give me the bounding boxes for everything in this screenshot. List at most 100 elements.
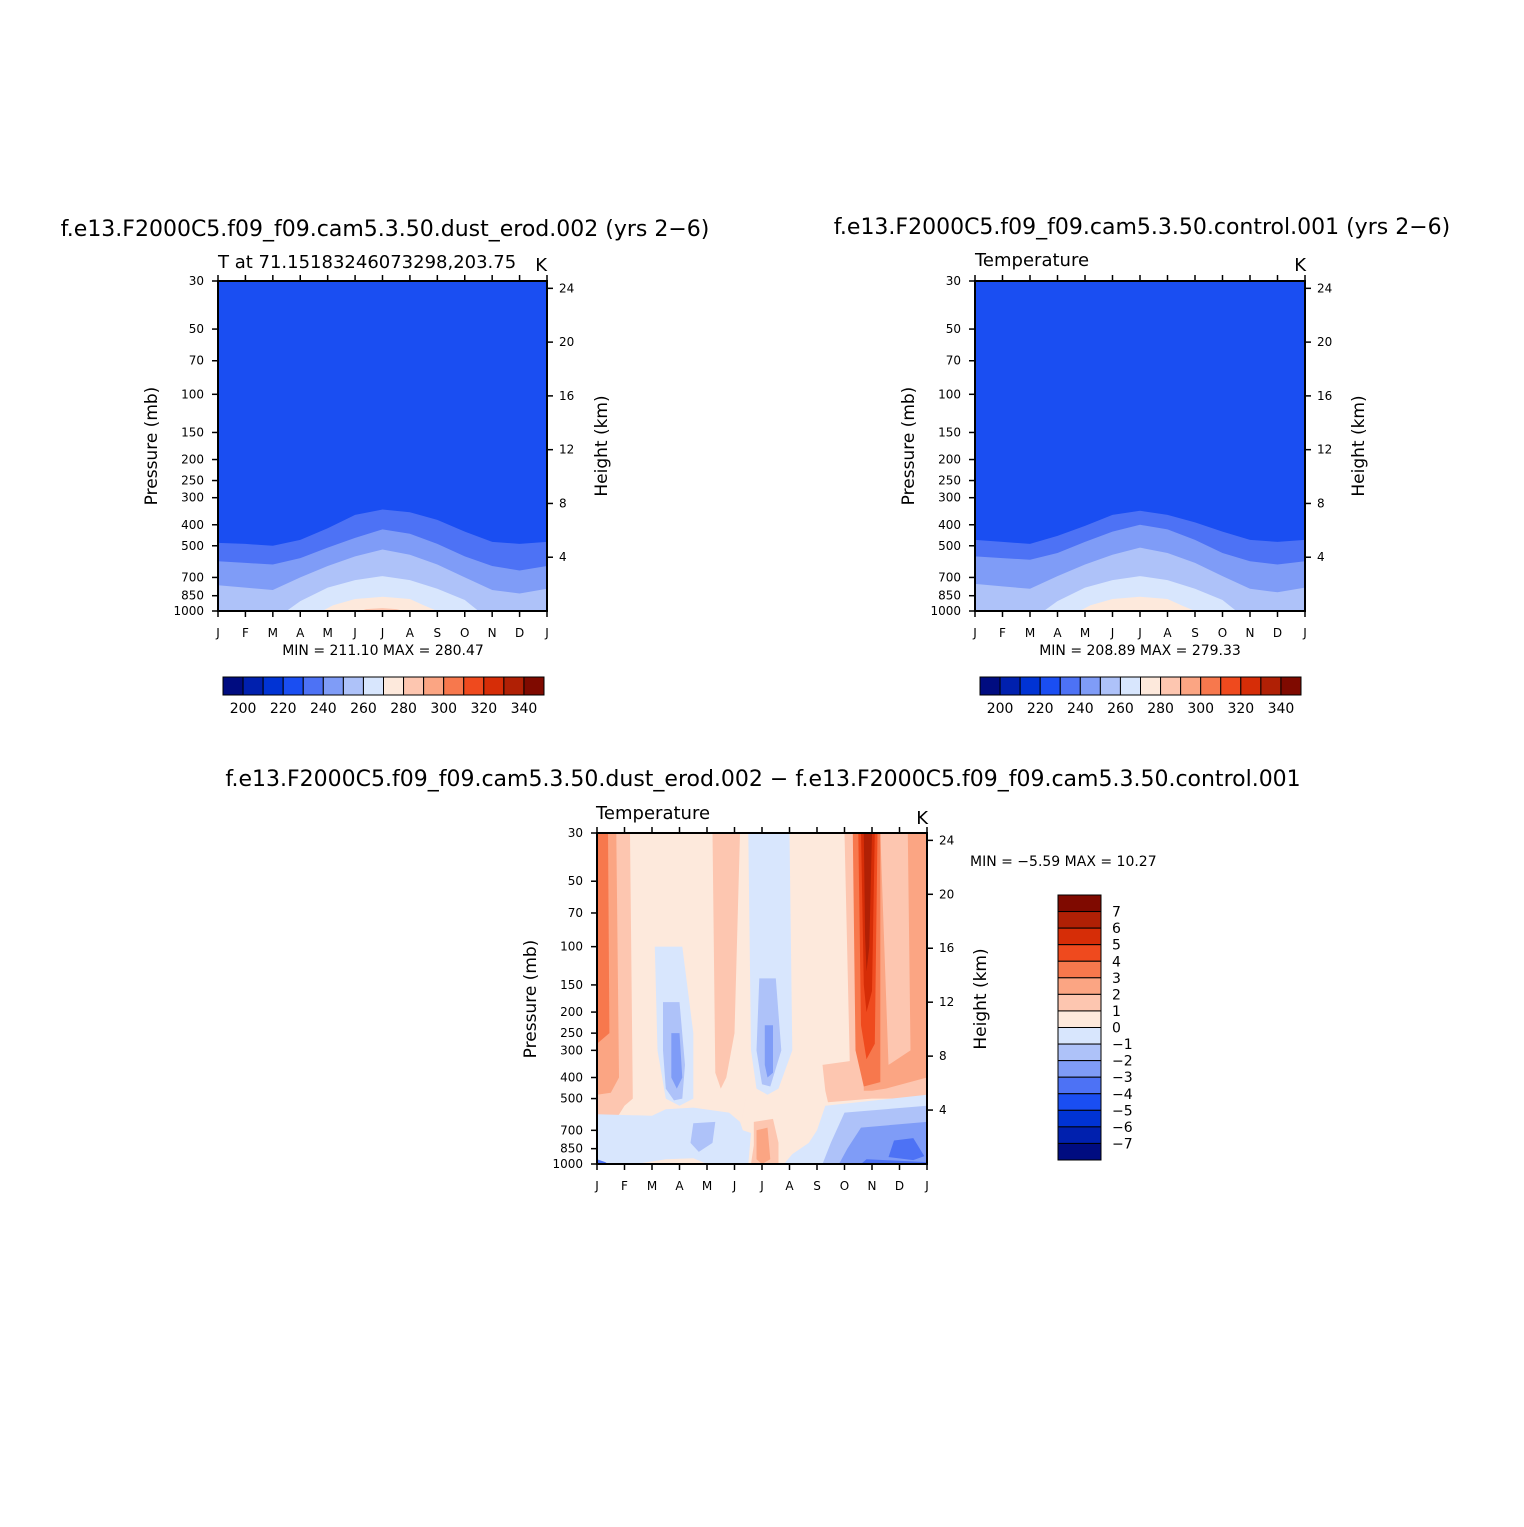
contour-band — [975, 576, 1305, 611]
contour-band — [671, 1033, 683, 1089]
colorbar-swatch — [302, 676, 324, 696]
colorbar-swatch — [383, 676, 405, 696]
x-tick-label: N — [488, 626, 497, 640]
colorbar-label: 240 — [310, 701, 337, 717]
colorbar-swatch — [1260, 676, 1282, 696]
x-tick-label: F — [621, 1179, 628, 1193]
panel1-plot: J F M A M J J A S O N D J 30 50 70 100 150 200 250 300 400 500… — [173, 274, 574, 640]
contour-band — [756, 1127, 771, 1164]
y-right-tick-label: 12 — [559, 443, 574, 457]
panel2-units: K — [1294, 255, 1307, 276]
x-tick-label: J — [924, 1179, 929, 1193]
colorbar-label: 4 — [1112, 954, 1121, 970]
x-tick-label: A — [1163, 626, 1172, 640]
panel3-title: f.e13.F2000C5.f09_f09.cam5.3.50.dust_ero… — [225, 767, 1300, 792]
colorbar-swatch — [1180, 676, 1202, 696]
panel3-stats: MIN = −5.59 MAX = 10.27 — [970, 854, 1157, 870]
y-right-tick-label: 8 — [559, 496, 567, 510]
colorbar-swatch — [262, 676, 284, 696]
y-right-tick-label: 20 — [1317, 335, 1332, 349]
panel1-units: K — [535, 255, 548, 276]
colorbar-swatch — [443, 676, 465, 696]
colorbar-label: −1 — [1112, 1037, 1133, 1053]
x-tick-label: M — [647, 1179, 657, 1193]
y-tick-label: 300 — [181, 491, 204, 505]
x-tick-label: S — [1191, 626, 1199, 640]
colorbar-swatch — [1240, 676, 1262, 696]
y-right-tick-label: 16 — [559, 389, 574, 403]
colorbar-swatch — [342, 676, 364, 696]
x-tick-label: J — [1110, 626, 1115, 640]
y-tick-label: 850 — [938, 589, 961, 603]
x-tick-label: M — [322, 626, 332, 640]
x-tick-label: J — [594, 1179, 599, 1193]
y-right-tick-label: 12 — [939, 995, 954, 1009]
contour-band — [597, 1107, 751, 1164]
y-right-tick-label: 24 — [559, 281, 574, 295]
y-tick-label: 30 — [568, 826, 583, 840]
colorbar-swatch — [1057, 894, 1102, 913]
colorbar-swatch — [1057, 1043, 1102, 1062]
x-tick-label: D — [895, 1179, 904, 1193]
y-right-tick-label: 4 — [1317, 550, 1325, 564]
colorbar-swatch — [1057, 1076, 1102, 1095]
y-tick-label: 100 — [938, 387, 961, 401]
y-tick-label: 850 — [181, 589, 204, 603]
colorbar-swatch — [1057, 944, 1102, 962]
y-right-tick-label: 20 — [939, 887, 954, 901]
x-tick-label: N — [868, 1179, 877, 1193]
panel3-ylabel: Pressure (mb) — [521, 940, 541, 1059]
colorbar-swatch — [1079, 676, 1101, 696]
x-tick-label: J — [732, 1179, 737, 1193]
colorbar-swatch — [1057, 1060, 1102, 1078]
colorbar-label: 240 — [1067, 701, 1094, 717]
y-tick-label: 500 — [560, 1092, 583, 1106]
x-tick-label: N — [1246, 626, 1255, 640]
y-tick-label: 1000 — [173, 604, 204, 618]
colorbar-label: −7 — [1112, 1136, 1133, 1152]
y-tick-label: 70 — [189, 354, 204, 368]
x-tick-label: A — [785, 1179, 794, 1193]
colorbar-label: −2 — [1112, 1054, 1133, 1070]
colorbar-swatch — [1140, 676, 1162, 696]
contour-band — [690, 1121, 716, 1152]
y-tick-label: 500 — [938, 539, 961, 553]
x-tick-label: J — [215, 626, 220, 640]
y-tick-label: 200 — [560, 1005, 583, 1019]
y-tick-label: 200 — [938, 453, 961, 467]
y-right-tick-label: 24 — [939, 833, 954, 847]
y-right-tick-label: 16 — [1317, 389, 1332, 403]
colorbar-swatch — [1280, 676, 1302, 696]
colorbar-swatch — [463, 676, 485, 696]
x-tick-label: M — [268, 626, 278, 640]
colorbar-label: 320 — [1227, 701, 1254, 717]
panel1-subtitle: T at 71.15183246073298,203.75 — [217, 252, 516, 273]
colorbar-label: 6 — [1112, 921, 1121, 937]
y-tick-label: 100 — [181, 387, 204, 401]
panel1-stats: MIN = 211.10 MAX = 280.47 — [282, 643, 484, 659]
colorbar-swatch — [1160, 676, 1182, 696]
y-tick-label: 30 — [946, 274, 961, 288]
colorbar-label: 7 — [1112, 905, 1121, 921]
colorbar-swatch — [403, 676, 425, 696]
colorbar-label: 220 — [1027, 701, 1054, 717]
y-right-tick-label: 16 — [939, 941, 954, 955]
colorbar-swatch — [1057, 1010, 1102, 1028]
colorbar-label: −6 — [1112, 1120, 1133, 1136]
colorbar-swatch — [1019, 676, 1041, 696]
colorbar-label: 340 — [1268, 701, 1295, 717]
panel3-contour-field — [597, 833, 927, 1164]
colorbar-label: 280 — [390, 701, 417, 717]
panel3-ylabel-right: Height (km) — [971, 948, 991, 1049]
y-tick-label: 50 — [189, 322, 204, 336]
y-tick-label: 500 — [181, 539, 204, 553]
y-tick-label: 400 — [560, 1071, 583, 1085]
x-tick-label: O — [840, 1179, 849, 1193]
x-tick-label: J — [972, 626, 977, 640]
y-right-tick-label: 8 — [1317, 496, 1325, 510]
x-tick-label: S — [434, 626, 442, 640]
colorbar-swatch — [1057, 1142, 1102, 1161]
panel2-stats: MIN = 208.89 MAX = 279.33 — [1039, 643, 1241, 659]
y-tick-label: 150 — [938, 425, 961, 439]
